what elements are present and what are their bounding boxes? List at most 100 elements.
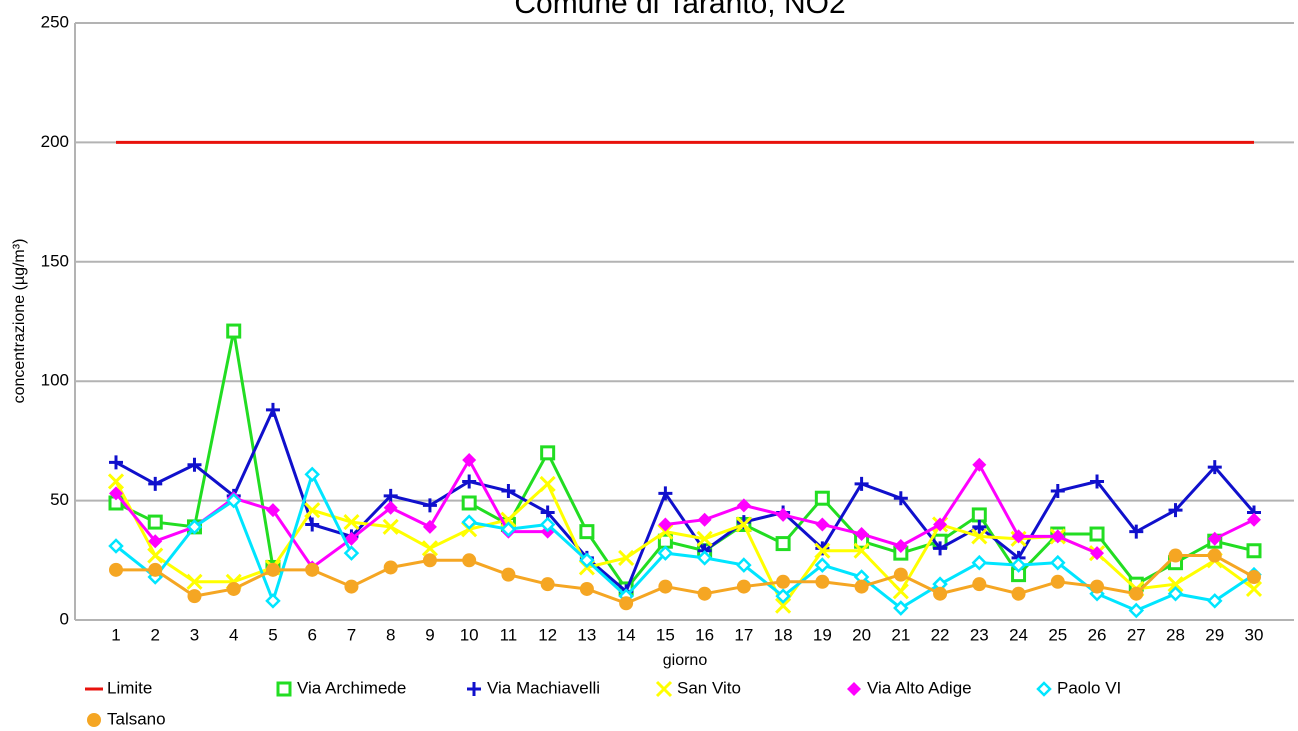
marker (1010, 557, 1027, 573)
marker (107, 473, 125, 490)
marker (500, 521, 517, 538)
marker (854, 527, 869, 542)
x-tick-label: 27 (1127, 625, 1146, 644)
x-tick-label: 16 (695, 625, 714, 644)
marker (109, 562, 123, 577)
marker (187, 589, 202, 604)
marker (933, 517, 948, 532)
marker (304, 466, 320, 483)
marker (658, 517, 673, 532)
marker (697, 512, 712, 527)
marker (657, 523, 674, 540)
marker (776, 507, 791, 522)
marker (265, 503, 280, 518)
marker (657, 545, 674, 561)
marker (972, 519, 987, 534)
marker (382, 518, 399, 535)
marker (815, 574, 830, 589)
marker (1246, 543, 1262, 559)
marker (1168, 548, 1183, 563)
series (108, 466, 1262, 619)
marker (893, 538, 908, 553)
marker (1207, 548, 1222, 563)
marker (1245, 580, 1263, 598)
marker (893, 567, 908, 582)
marker (383, 560, 398, 575)
marker (343, 514, 360, 531)
marker (501, 567, 516, 582)
marker (579, 552, 595, 569)
x-tick-label: 30 (1245, 625, 1264, 644)
marker (226, 323, 242, 339)
marker (1090, 546, 1105, 561)
marker (422, 519, 437, 534)
marker (971, 528, 988, 545)
marker (971, 554, 988, 571)
marker (344, 531, 359, 546)
marker (539, 475, 556, 492)
marker (87, 713, 101, 727)
y-tick-label: 0 (60, 609, 69, 628)
marker (1129, 524, 1144, 539)
marker (305, 517, 320, 532)
marker (892, 583, 909, 600)
marker (1247, 570, 1261, 585)
x-tick-label: 12 (538, 625, 557, 644)
marker (540, 445, 556, 461)
marker (619, 596, 634, 611)
marker (1168, 503, 1183, 518)
chart-title: Comune di Taranto, NO2 (514, 0, 845, 20)
marker (579, 524, 595, 540)
marker (814, 542, 831, 559)
x-tick-label: 19 (813, 625, 832, 644)
marker (1050, 554, 1066, 571)
marker (1011, 529, 1026, 544)
series-line (114, 456, 1255, 570)
marker (814, 557, 831, 573)
marker (148, 476, 163, 491)
marker (462, 453, 477, 468)
marker (186, 519, 203, 535)
marker (1128, 602, 1145, 619)
legend-label: Paolo VI (1057, 678, 1121, 697)
marker (1036, 681, 1052, 697)
marker (776, 574, 791, 589)
y-tick-label: 50 (50, 490, 69, 509)
marker (854, 476, 869, 491)
x-tick-label: 18 (774, 625, 793, 644)
marker (148, 562, 163, 577)
x-tick-label: 21 (891, 625, 910, 644)
legend-label: Via Machiavelli (487, 678, 600, 697)
marker (854, 579, 869, 594)
marker (1167, 585, 1184, 602)
marker (462, 553, 477, 568)
marker (893, 491, 908, 506)
marker (422, 498, 437, 513)
marker (109, 486, 123, 501)
marker (383, 500, 398, 515)
marker (736, 557, 752, 573)
legend-label: Via Alto Adige (867, 678, 972, 697)
x-tick-label: 29 (1205, 625, 1224, 644)
x-tick-label: 6 (307, 625, 316, 644)
x-axis-label: giorno (663, 652, 708, 669)
marker (226, 581, 241, 596)
marker (736, 498, 751, 513)
y-axis-label: concentrazione (µg/m³) (11, 239, 28, 404)
marker (276, 681, 292, 697)
marker (461, 495, 477, 511)
x-tick-label: 8 (386, 625, 395, 644)
series (109, 548, 1261, 611)
marker (697, 586, 712, 601)
marker (735, 516, 752, 533)
series-line (115, 330, 1255, 592)
x-tick-label: 20 (852, 625, 871, 644)
y-tick-label: 250 (41, 12, 69, 31)
x-tick-label: 28 (1166, 625, 1185, 644)
legend-label: Talsano (107, 709, 166, 728)
marker (972, 457, 987, 472)
marker (304, 502, 321, 519)
marker (147, 547, 164, 564)
x-tick-label: 11 (500, 625, 518, 644)
marker (265, 562, 280, 577)
